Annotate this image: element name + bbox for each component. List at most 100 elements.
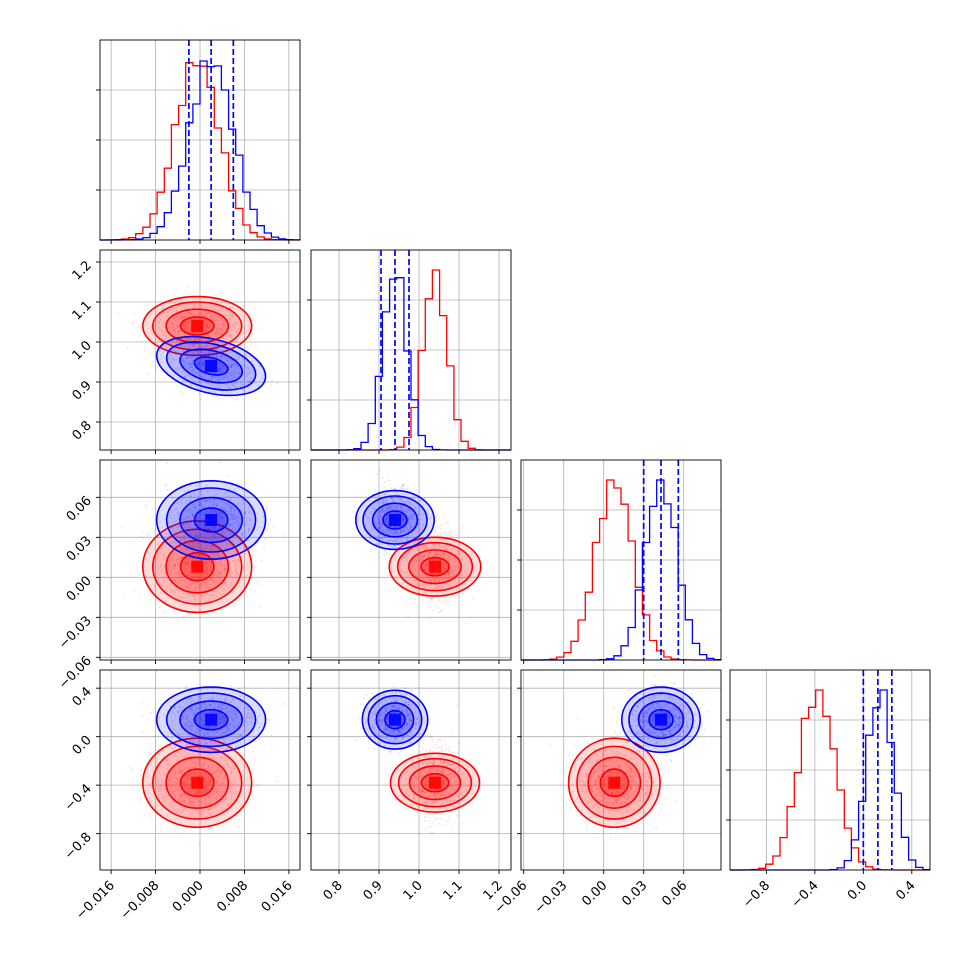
sample-point (187, 574, 190, 577)
sample-point (211, 390, 214, 393)
sample-point (194, 337, 197, 340)
sample-point (401, 516, 404, 518)
sample-point (418, 554, 421, 557)
sample-point (192, 513, 194, 516)
sample-point (176, 571, 179, 574)
sample-point (173, 336, 175, 339)
sample-point (183, 317, 185, 320)
sample-point (174, 508, 177, 511)
sample-point (378, 556, 380, 559)
sample-point (206, 353, 209, 355)
sample-point (404, 526, 406, 528)
sample-point (234, 373, 237, 376)
sample-point (216, 317, 219, 320)
sample-point (159, 592, 162, 594)
sample-point (214, 376, 217, 379)
sample-point (235, 371, 238, 373)
sample-point (197, 575, 200, 578)
sample-point (380, 516, 382, 519)
sample-point (182, 392, 184, 395)
sample-point (415, 583, 418, 585)
sample-point (204, 534, 207, 537)
sample-point (179, 315, 181, 318)
sample-point (446, 521, 449, 524)
sample-point (219, 356, 222, 358)
sample-point (390, 545, 393, 548)
sample-point (448, 575, 451, 577)
sample-point (192, 355, 194, 358)
sample-point (247, 380, 250, 382)
sample-point (209, 578, 212, 581)
sample-point (197, 521, 200, 524)
sample-point (436, 558, 439, 561)
sample-point (155, 368, 157, 370)
sample-point (204, 323, 206, 325)
sample-point (226, 352, 228, 355)
sample-point (424, 568, 426, 571)
sample-point (188, 527, 191, 529)
sample-point (205, 322, 208, 324)
sample-point (415, 560, 418, 563)
sample-point (235, 572, 238, 575)
sample-point (248, 506, 251, 508)
sample-point (178, 512, 180, 515)
sample-point (195, 554, 198, 557)
sample-point (190, 332, 193, 334)
sample-point (214, 331, 217, 334)
sample-point (433, 587, 435, 589)
sample-point (217, 332, 220, 335)
sample-point (153, 353, 155, 356)
sample-point (220, 355, 223, 358)
sample-point (201, 494, 203, 496)
sample-point (187, 367, 190, 370)
sample-point (144, 504, 147, 507)
sample-point (202, 338, 204, 341)
sample-point (190, 534, 193, 536)
sample-point (427, 554, 430, 557)
sample-point (188, 338, 191, 341)
sample-point (185, 556, 187, 559)
sample-point (389, 539, 392, 541)
sample-point (144, 324, 147, 326)
sample-point (384, 499, 387, 501)
sample-point (238, 336, 241, 338)
sample-point (217, 569, 220, 572)
sample-point (183, 322, 186, 325)
sample-point (221, 533, 223, 535)
sample-point (448, 570, 451, 573)
sample-point (457, 551, 460, 554)
sample-point (200, 355, 203, 357)
sample-point (389, 507, 391, 510)
sample-point (179, 545, 182, 547)
sample-point (432, 531, 435, 534)
sample-point (428, 551, 431, 554)
sample-point (403, 510, 406, 513)
sample-point (411, 534, 414, 536)
sample-point (429, 516, 432, 519)
sample-point (202, 569, 205, 571)
sample-point (229, 336, 232, 338)
sample-point (188, 533, 191, 535)
sample-point (160, 825, 163, 828)
sample-point (179, 575, 182, 578)
sample-point (149, 817, 152, 820)
sample-point (213, 509, 215, 511)
sample-point (202, 332, 205, 334)
sample-point (205, 329, 208, 332)
sample-point (195, 363, 198, 366)
sample-point (242, 358, 245, 361)
sample-point (209, 303, 211, 306)
sample-point (166, 489, 169, 491)
sample-point (201, 311, 204, 314)
sample-point (158, 326, 161, 329)
sample-point (422, 554, 425, 557)
sample-point (162, 375, 165, 378)
sample-point (185, 562, 188, 565)
sample-point (210, 306, 213, 309)
sample-point (177, 340, 179, 342)
sample-point (190, 508, 192, 510)
sample-point (195, 586, 198, 589)
sample-point (203, 364, 206, 366)
sample-point (436, 514, 439, 517)
sample-point (221, 536, 224, 538)
